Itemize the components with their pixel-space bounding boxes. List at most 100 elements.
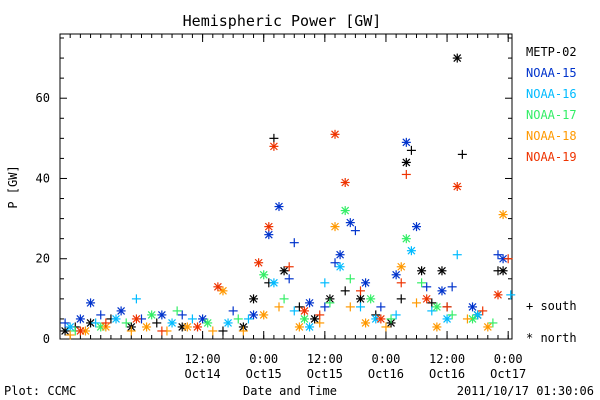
noaa-18-north-point bbox=[218, 286, 228, 296]
legend-south-key: + south bbox=[526, 299, 577, 313]
noaa-16-south-point bbox=[243, 314, 253, 324]
marker-stroke bbox=[157, 310, 166, 319]
noaa-16-south-point bbox=[391, 310, 401, 320]
x-axis: 12:00Oct140:00Oct1512:00Oct150:00Oct1612… bbox=[59, 34, 526, 381]
marker-stroke bbox=[203, 319, 212, 327]
marker-stroke bbox=[402, 138, 411, 147]
noaa-15-north-point bbox=[401, 137, 411, 147]
y-tick-label: 60 bbox=[36, 91, 50, 105]
noaa-17-south-point bbox=[279, 294, 289, 304]
metp-02-south-point bbox=[427, 298, 437, 308]
marker-stroke bbox=[483, 323, 492, 331]
marker-stroke bbox=[499, 210, 508, 219]
marker-stroke bbox=[366, 294, 375, 303]
marker-stroke bbox=[397, 262, 406, 271]
marker-stroke bbox=[361, 278, 370, 287]
noaa-16-north-point bbox=[65, 322, 75, 332]
metp-02-north-point bbox=[279, 266, 289, 276]
noaa-17-north-point bbox=[366, 294, 376, 304]
y-tick-label: 0 bbox=[43, 332, 50, 346]
marker-stroke bbox=[417, 266, 426, 275]
noaa-16-north-point bbox=[442, 314, 452, 324]
noaa-15-north-point bbox=[157, 310, 167, 320]
noaa-19-north-point bbox=[75, 326, 85, 336]
x-tick-label-time: 12:00 bbox=[185, 352, 221, 366]
marker-stroke bbox=[422, 294, 431, 303]
metp-02-south-point bbox=[218, 326, 228, 336]
noaa-17-south-point bbox=[172, 306, 182, 316]
noaa-15-south-point bbox=[289, 238, 299, 248]
marker-stroke bbox=[402, 234, 411, 243]
noaa-15-south-point bbox=[422, 282, 432, 292]
noaa-15-north-point bbox=[249, 310, 259, 320]
marker-stroke bbox=[254, 258, 263, 267]
metp-02-south-point bbox=[294, 302, 304, 312]
legend-entry-noaa-19: NOAA-19 bbox=[526, 150, 577, 164]
noaa-17-north-point bbox=[340, 206, 350, 216]
marker-stroke bbox=[346, 218, 355, 227]
noaa-16-south-point bbox=[187, 314, 197, 324]
noaa-18-north-point bbox=[483, 322, 493, 332]
noaa-17-north-point bbox=[203, 318, 213, 328]
marker-stroke bbox=[438, 266, 446, 275]
noaa-16-north-point bbox=[111, 314, 121, 324]
metp-02-north-point bbox=[498, 266, 508, 276]
noaa-18-south-point bbox=[208, 326, 218, 336]
marker-stroke bbox=[468, 315, 477, 323]
noaa-18-north-point bbox=[294, 322, 304, 332]
noaa-15-south-point bbox=[447, 282, 457, 292]
marker-stroke bbox=[305, 298, 314, 307]
marker-stroke bbox=[443, 315, 451, 323]
marker-stroke bbox=[331, 130, 339, 139]
marker-stroke bbox=[147, 310, 156, 319]
marker-stroke bbox=[310, 315, 319, 323]
noaa-17-south-point bbox=[417, 278, 427, 288]
noaa-18-north-point bbox=[396, 262, 406, 272]
noaa-18-north-point bbox=[361, 318, 371, 328]
noaa-15-north-point bbox=[412, 222, 422, 232]
noaa-17-north-point bbox=[299, 314, 309, 324]
noaa-18-south-point bbox=[274, 302, 284, 312]
marker-stroke bbox=[453, 54, 462, 63]
marker-stroke bbox=[219, 286, 227, 295]
marker-stroke bbox=[117, 306, 126, 315]
marker-stroke bbox=[76, 315, 85, 323]
noaa-16-north-point bbox=[473, 310, 483, 320]
chart-title: Hemispheric Power [GW] bbox=[183, 12, 382, 30]
noaa-15-south-point bbox=[96, 310, 106, 320]
noaa-17-south-point bbox=[488, 318, 498, 328]
metp-02-south-point bbox=[152, 318, 162, 328]
noaa-15-north-point bbox=[75, 314, 85, 324]
marker-stroke bbox=[295, 323, 304, 331]
x-tick-label-time: 12:00 bbox=[307, 352, 343, 366]
noaa-16-north-point bbox=[305, 322, 315, 332]
metp-02-north-point bbox=[310, 314, 320, 324]
noaa-17-south-point bbox=[325, 298, 335, 308]
noaa-18-south-point bbox=[315, 318, 325, 328]
noaa-15-north-point bbox=[116, 306, 126, 316]
legend-entry-noaa-17: NOAA-17 bbox=[526, 108, 577, 122]
marker-stroke bbox=[341, 178, 350, 187]
noaa-19-south-point bbox=[401, 169, 411, 179]
noaa-16-north-point bbox=[223, 318, 233, 328]
marker-stroke bbox=[499, 254, 508, 263]
marker-stroke bbox=[142, 323, 151, 331]
marker-stroke bbox=[280, 266, 289, 275]
marker-stroke bbox=[198, 315, 207, 323]
noaa-16-south-point bbox=[506, 290, 516, 300]
marker-stroke bbox=[438, 286, 446, 295]
noaa-19-north-point bbox=[452, 182, 462, 191]
noaa-15-north-point bbox=[274, 202, 284, 212]
noaa-19-north-point bbox=[376, 314, 386, 324]
noaa-15-north-point bbox=[335, 250, 345, 260]
noaa-19-north-point bbox=[131, 314, 141, 324]
noaa-15-south-point bbox=[60, 318, 70, 328]
noaa-19-north-point bbox=[213, 282, 223, 292]
metp-02-south-point bbox=[406, 145, 416, 155]
legend-entry-noaa-16: NOAA-16 bbox=[526, 87, 577, 101]
marker-stroke bbox=[76, 327, 85, 335]
metp-02-north-point bbox=[249, 294, 259, 304]
marker-stroke bbox=[269, 278, 278, 287]
noaa-15-south-point bbox=[320, 302, 330, 312]
